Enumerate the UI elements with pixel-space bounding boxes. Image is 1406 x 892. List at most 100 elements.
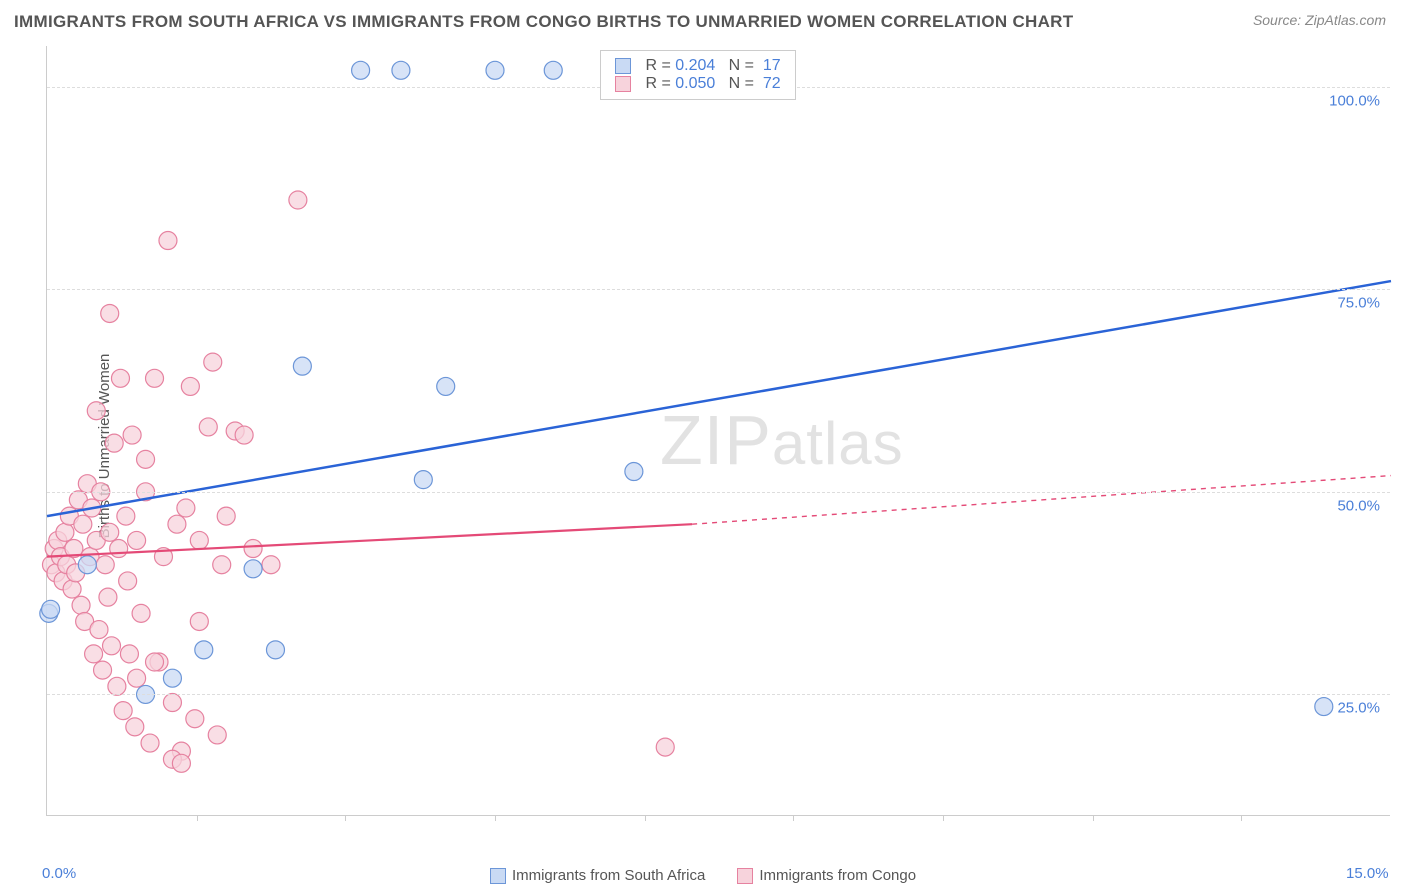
x-tick-mark [197, 815, 198, 821]
data-point-congo [117, 507, 135, 525]
data-point-congo [244, 540, 262, 558]
data-point-sa [392, 61, 410, 79]
data-point-sa [42, 600, 60, 618]
data-point-congo [105, 434, 123, 452]
y-tick-label: 25.0% [1337, 700, 1380, 717]
stats-row-sa: R = 0.204 N = 17 [615, 57, 781, 75]
x-tick-mark [1241, 815, 1242, 821]
data-point-congo [168, 515, 186, 533]
data-point-sa [486, 61, 504, 79]
y-tick-label: 75.0% [1337, 295, 1380, 312]
data-point-congo [94, 661, 112, 679]
y-tick-label: 50.0% [1337, 497, 1380, 514]
data-point-congo [177, 499, 195, 517]
scatter-chart [47, 46, 1391, 816]
data-point-congo [181, 377, 199, 395]
data-point-congo [87, 402, 105, 420]
data-point-congo [114, 702, 132, 720]
data-point-congo [132, 604, 150, 622]
data-point-congo [90, 621, 108, 639]
x-tick-mark [943, 815, 944, 821]
data-point-congo [190, 612, 208, 630]
legend-item-congo: Immigrants from Congo [737, 867, 916, 884]
data-point-sa [195, 641, 213, 659]
data-point-congo [101, 523, 119, 541]
data-point-congo [85, 645, 103, 663]
data-point-congo [63, 580, 81, 598]
y-tick-label: 100.0% [1329, 92, 1380, 109]
data-point-congo [217, 507, 235, 525]
data-point-congo [110, 540, 128, 558]
data-point-congo [163, 694, 181, 712]
data-point-congo [103, 637, 121, 655]
data-point-congo [119, 572, 137, 590]
x-tick-label: 0.0% [42, 865, 76, 882]
data-point-sa [266, 641, 284, 659]
data-point-congo [186, 710, 204, 728]
data-point-congo [126, 718, 144, 736]
swatch-sa [615, 58, 631, 74]
stats-text-congo: R = 0.050 N = 72 [641, 75, 781, 93]
x-tick-mark [1093, 815, 1094, 821]
gridline [47, 694, 1390, 695]
data-point-congo [123, 426, 141, 444]
data-point-sa [293, 357, 311, 375]
data-point-congo [213, 556, 231, 574]
legend-item-sa: Immigrants from South Africa [490, 867, 705, 884]
legend-label-congo: Immigrants from Congo [759, 867, 916, 884]
data-point-congo [99, 588, 117, 606]
data-point-congo [208, 726, 226, 744]
data-point-congo [141, 734, 159, 752]
stats-row-congo: R = 0.050 N = 72 [615, 75, 781, 93]
data-point-congo [289, 191, 307, 209]
source-label: Source: ZipAtlas.com [1253, 12, 1386, 28]
data-point-congo [204, 353, 222, 371]
data-point-congo [159, 232, 177, 250]
data-point-sa [544, 61, 562, 79]
data-point-congo [190, 531, 208, 549]
data-point-sa [352, 61, 370, 79]
stats-text-sa: R = 0.204 N = 17 [641, 57, 781, 75]
regression-line-sa [47, 281, 1391, 516]
swatch-sa [490, 868, 506, 884]
data-point-congo [120, 645, 138, 663]
data-point-sa [414, 471, 432, 489]
data-point-congo [128, 531, 146, 549]
data-point-congo [172, 754, 190, 772]
data-point-congo [199, 418, 217, 436]
plot-area: 25.0% 50.0% 75.0% 100.0% R = 0.204 N = 17 R… [46, 46, 1390, 816]
data-point-sa [625, 463, 643, 481]
data-point-congo [96, 556, 114, 574]
data-point-congo [137, 450, 155, 468]
data-point-congo [108, 677, 126, 695]
data-point-congo [72, 596, 90, 614]
data-point-congo [128, 669, 146, 687]
data-point-congo [146, 369, 164, 387]
x-tick-mark [793, 815, 794, 821]
data-point-sa [437, 377, 455, 395]
regression-ext-congo [692, 476, 1391, 525]
chart-title: IMMIGRANTS FROM SOUTH AFRICA VS IMMIGRAN… [14, 12, 1073, 32]
data-point-sa [163, 669, 181, 687]
data-point-sa [244, 560, 262, 578]
data-point-sa [78, 556, 96, 574]
data-point-congo [56, 523, 74, 541]
bottom-legend: Immigrants from South Africa Immigrants … [0, 867, 1406, 884]
x-tick-label: 15.0% [1346, 865, 1389, 882]
data-point-congo [74, 515, 92, 533]
data-point-congo [235, 426, 253, 444]
gridline [47, 492, 1390, 493]
x-tick-mark [495, 815, 496, 821]
x-tick-mark [345, 815, 346, 821]
x-tick-mark [645, 815, 646, 821]
gridline [47, 289, 1390, 290]
swatch-congo [737, 868, 753, 884]
data-point-congo [111, 369, 129, 387]
swatch-congo [615, 76, 631, 92]
stats-legend-box: R = 0.204 N = 17 R = 0.050 N = 72 [600, 50, 796, 100]
data-point-congo [262, 556, 280, 574]
data-point-congo [101, 304, 119, 322]
data-point-sa [1315, 698, 1333, 716]
data-point-congo [656, 738, 674, 756]
data-point-congo [146, 653, 164, 671]
